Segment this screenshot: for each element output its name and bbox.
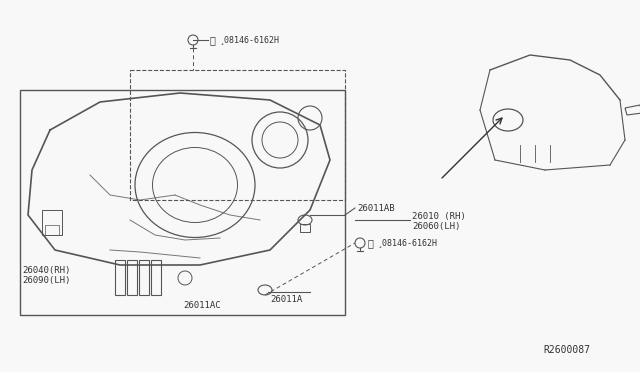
Text: R2600087: R2600087 [543, 345, 590, 355]
Bar [45, 225, 59, 235]
Text: 26090(LH): 26090(LH) [22, 276, 70, 285]
Text: 26040(RH): 26040(RH) [22, 266, 70, 275]
Text: 26011A: 26011A [270, 295, 302, 305]
Text: 26011AB: 26011AB [357, 203, 395, 212]
Text: 26010 (RH): 26010 (RH) [412, 212, 466, 221]
Text: 26011AC: 26011AC [183, 301, 221, 310]
Text: ¸08146-6162H: ¸08146-6162H [377, 238, 437, 247]
Text: ¸08146-6162H: ¸08146-6162H [219, 35, 279, 45]
Text: Ⓑ: Ⓑ [368, 238, 374, 248]
Bar [139, 260, 149, 295]
Bar [300, 224, 310, 232]
Text: 26060(LH): 26060(LH) [412, 221, 460, 231]
Text: Ⓑ: Ⓑ [210, 35, 216, 45]
Bar [42, 210, 62, 235]
Bar [151, 260, 161, 295]
Bar [115, 260, 125, 295]
Bar [127, 260, 137, 295]
